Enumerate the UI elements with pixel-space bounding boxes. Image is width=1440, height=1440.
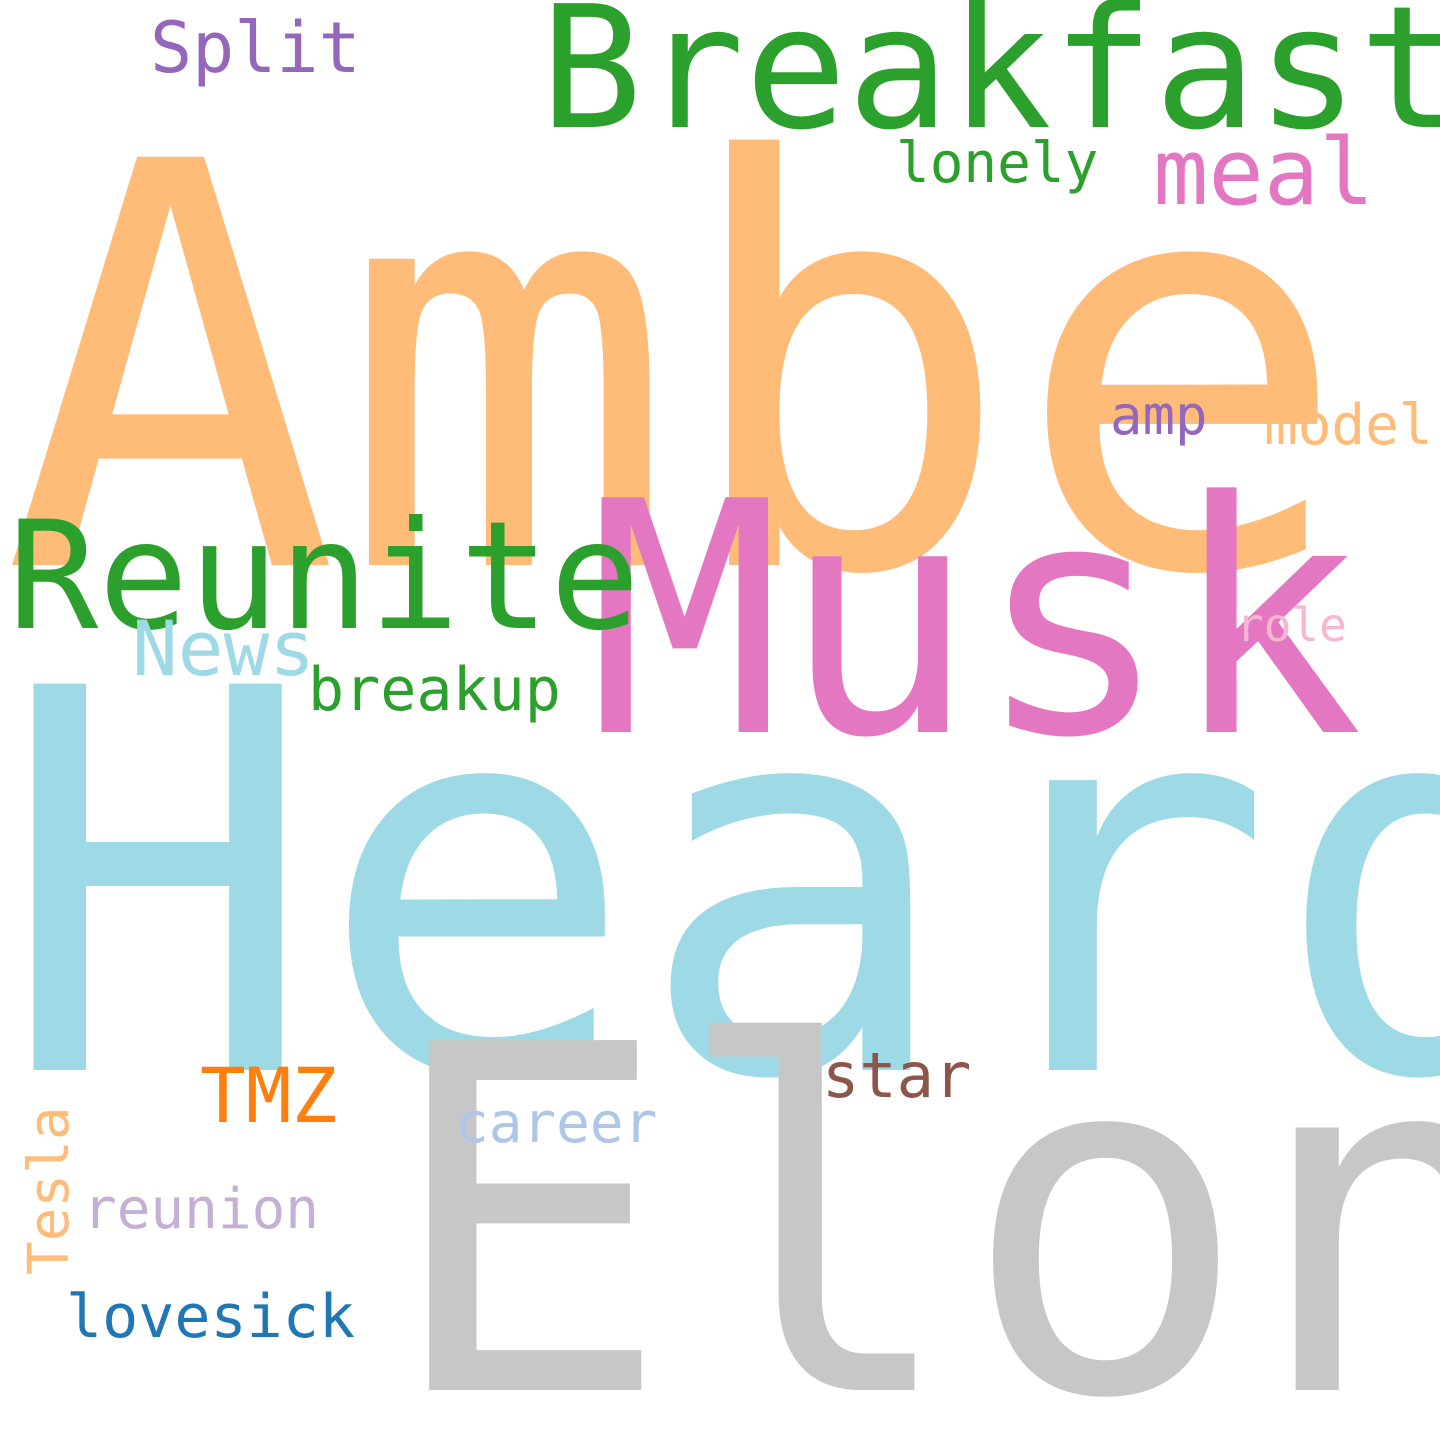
word-musk: Musk [588,433,1364,808]
word-career: career [455,1091,658,1156]
word-lonely: lonely [896,131,1099,196]
word-breakup: breakup [308,655,561,725]
word-tesla: Tesla [17,1106,82,1275]
word-role: role [1236,598,1347,652]
word-news: News [132,604,316,693]
word-breakfast: Breakfast [540,0,1440,168]
word-reunion: reunion [83,1177,320,1242]
word-tmz: TMZ [200,1051,338,1140]
word-heard: Heard [0,578,1440,1195]
word-amber: Amber [2,46,1440,698]
word-reunite: Reunite [8,490,641,664]
word-model: model [1264,393,1433,458]
word-lovesick: lovesick [66,1282,355,1352]
word-star: star [822,1039,972,1112]
word-amp: amp [1110,384,1208,447]
word-elon: Elon [383,945,1440,1440]
word-split: Split [150,7,361,89]
word-meal: meal [1153,119,1375,226]
